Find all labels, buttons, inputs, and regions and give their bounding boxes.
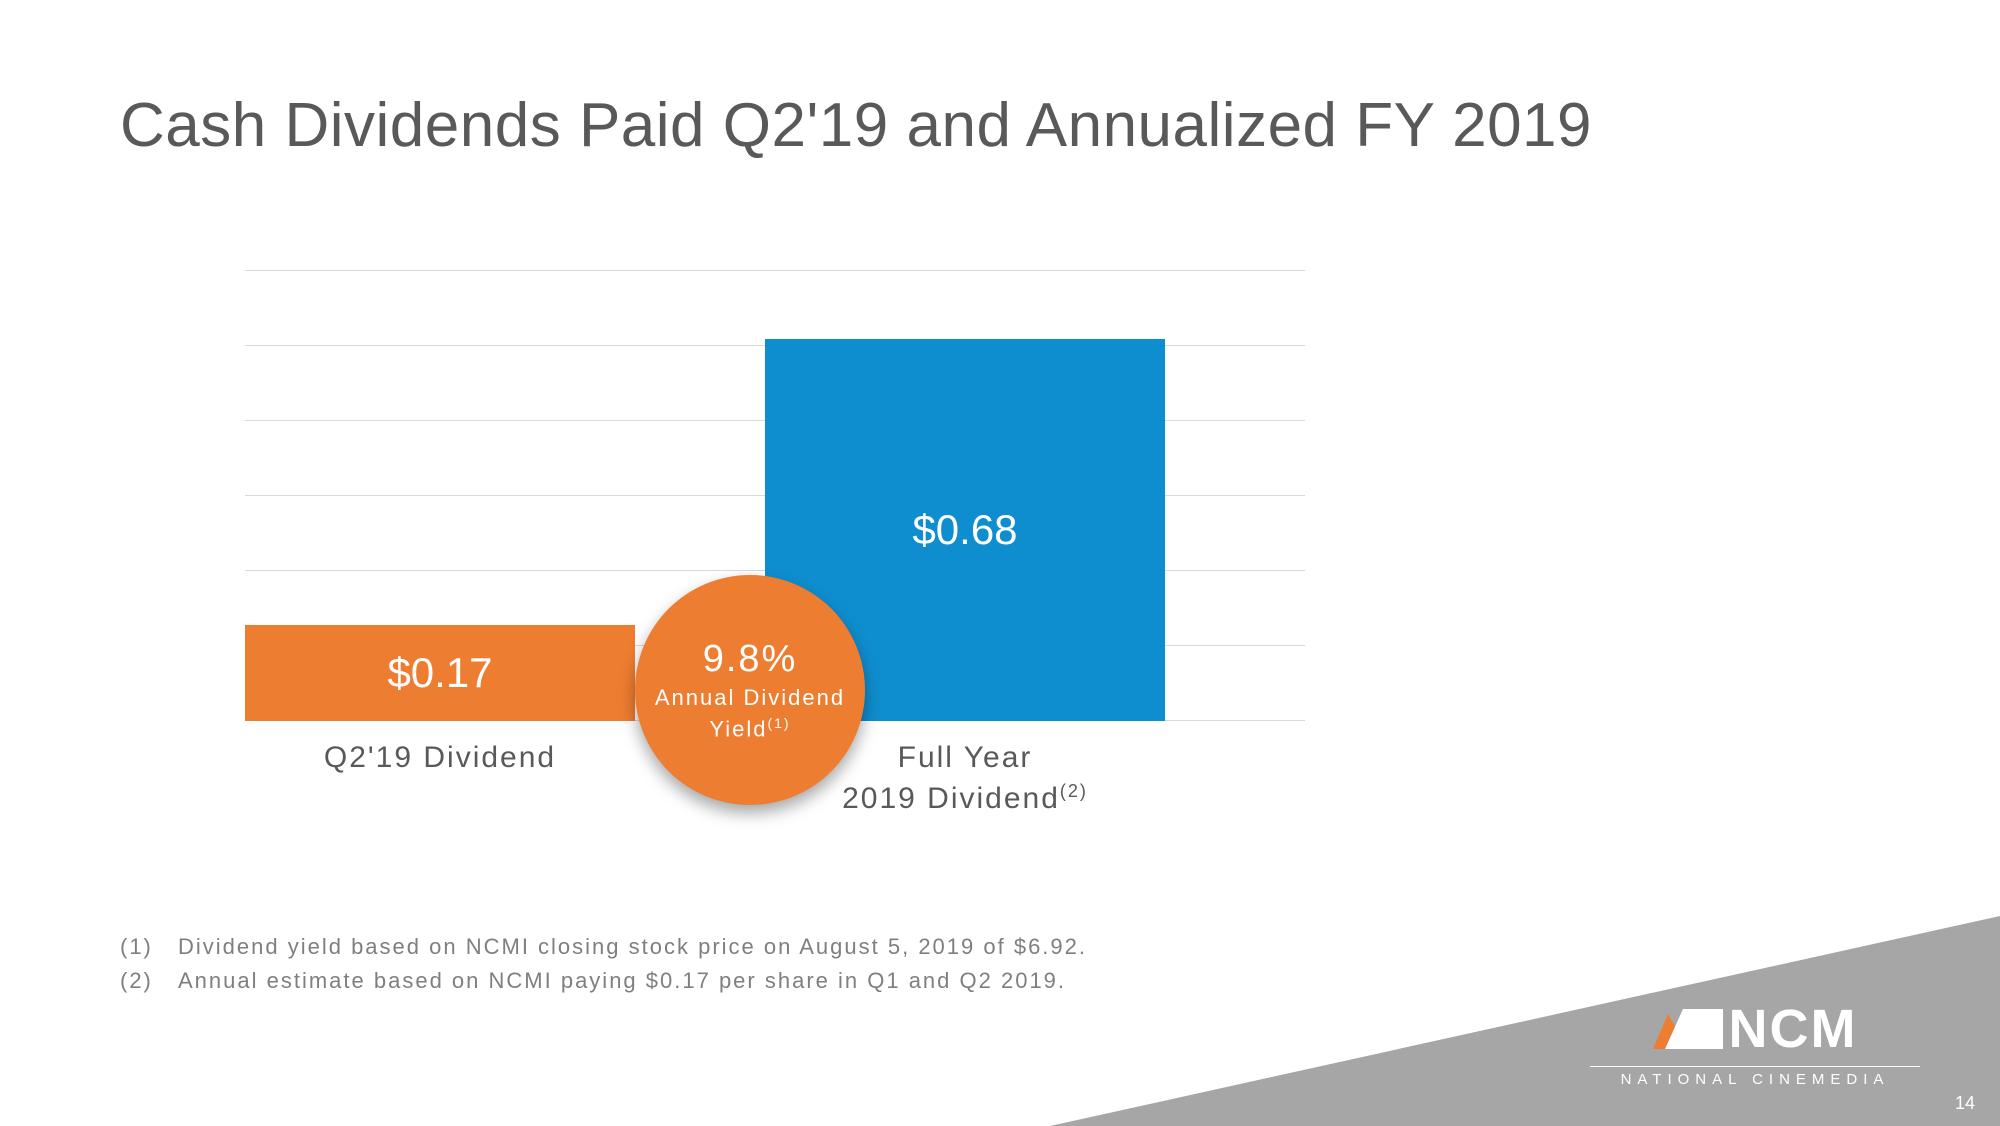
bar-value-label: $0.17 bbox=[387, 649, 492, 697]
bar-q2: $0.17 bbox=[245, 625, 635, 721]
logo-icon bbox=[1653, 1004, 1723, 1054]
yield-callout-circle: 9.8% Annual Dividend Yield(1) bbox=[635, 575, 865, 805]
logo-subtitle: NATIONAL CINEMEDIA bbox=[1621, 1071, 1890, 1088]
ncm-logo: NCM NATIONAL CINEMEDIA bbox=[1590, 998, 1920, 1088]
footnote: (2)Annual estimate based on NCMI paying … bbox=[120, 964, 1087, 998]
logo-divider bbox=[1590, 1066, 1920, 1067]
page-number: 14 bbox=[1955, 1093, 1975, 1114]
logo-text: NCM bbox=[1729, 998, 1858, 1060]
footnote: (1)Dividend yield based on NCMI closing … bbox=[120, 930, 1087, 964]
bar-value-label: $0.68 bbox=[912, 506, 1017, 554]
category-label: Q2'19 Dividend bbox=[245, 738, 635, 779]
yield-label-line2: Yield(1) bbox=[709, 715, 790, 742]
slide-title: Cash Dividends Paid Q2'19 and Annualized… bbox=[120, 90, 1592, 161]
slide: Cash Dividends Paid Q2'19 and Annualized… bbox=[0, 0, 2000, 1126]
yield-value: 9.8% bbox=[703, 638, 798, 681]
yield-label-line1: Annual Dividend bbox=[655, 685, 845, 711]
footnotes: (1)Dividend yield based on NCMI closing … bbox=[120, 930, 1087, 998]
gridline bbox=[245, 270, 1305, 271]
